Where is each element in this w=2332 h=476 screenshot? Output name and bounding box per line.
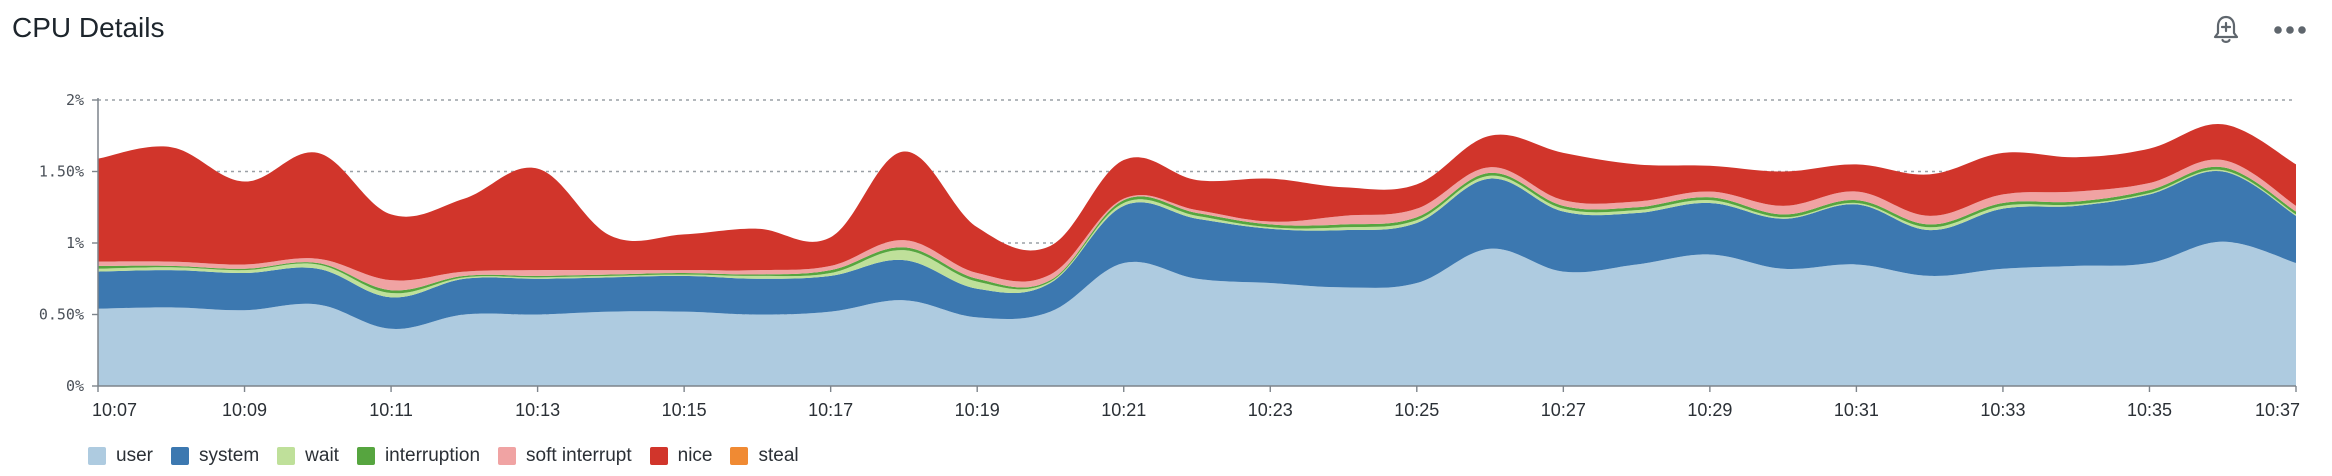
y-tick-label: 2% bbox=[66, 91, 84, 109]
legend-swatch bbox=[730, 447, 749, 465]
legend-swatch bbox=[88, 447, 106, 465]
panel-header: CPU Details bbox=[0, 0, 2332, 60]
x-tick-label: 10:37 bbox=[2255, 400, 2300, 420]
x-axis-ticks: 10:07 10:09 10:11 10:13 10:15 10:17 10:19 10:21… bbox=[92, 386, 2300, 420]
x-tick-label: 10:27 bbox=[1541, 400, 1586, 420]
y-tick-label: 0% bbox=[66, 377, 84, 395]
more-options-icon[interactable] bbox=[2272, 12, 2308, 48]
y-tick-label: 0.50% bbox=[39, 306, 84, 324]
legend-label: wait bbox=[305, 445, 339, 466]
legend-label: soft interrupt bbox=[526, 445, 632, 466]
legend-label: nice bbox=[677, 445, 713, 466]
legend-swatch bbox=[498, 447, 517, 465]
legend-swatch bbox=[170, 447, 189, 465]
x-tick-label: 10:19 bbox=[955, 400, 1000, 420]
legend-item-interruption[interactable]: interruption bbox=[356, 445, 481, 467]
area-nice[interactable] bbox=[98, 124, 2296, 282]
area-system[interactable] bbox=[98, 171, 2296, 329]
area-user[interactable] bbox=[98, 241, 2296, 386]
x-tick-label: 10:09 bbox=[222, 400, 267, 420]
legend-item-nice[interactable]: nice bbox=[649, 445, 713, 467]
chart-legend: user system wait interruption soft interrupt… bbox=[88, 443, 817, 469]
x-tick-label: 10:33 bbox=[1980, 400, 2025, 420]
legend-label: system bbox=[198, 445, 260, 466]
area-series bbox=[98, 124, 2296, 386]
legend-swatch bbox=[649, 447, 668, 465]
cpu-details-chart: 0%0.50%1%1.50%2% 10:07 10:09 10:11 10:13 10:… bbox=[39, 91, 2300, 420]
y-axis-ticks: 0% 0.50% 1% 1.50% 2% bbox=[39, 91, 98, 395]
x-tick-label: 10:31 bbox=[1834, 400, 1879, 420]
x-tick-label: 10:25 bbox=[1394, 400, 1439, 420]
legend-label: user bbox=[116, 445, 153, 466]
x-tick-label: 10:29 bbox=[1687, 400, 1732, 420]
legend-item-user[interactable]: user bbox=[88, 445, 153, 467]
legend-swatch bbox=[277, 447, 296, 465]
legend-item-steal[interactable]: steal bbox=[730, 445, 799, 467]
y-tick-label: 1% bbox=[66, 234, 84, 252]
axes bbox=[97, 98, 2296, 387]
page-title: CPU Details bbox=[12, 12, 165, 43]
x-tick-label: 10:13 bbox=[515, 400, 560, 420]
legend-label: interruption bbox=[384, 445, 481, 466]
x-tick-label: 10:15 bbox=[662, 400, 707, 420]
add-alert-icon[interactable] bbox=[2208, 12, 2244, 48]
y-tick-label: 1.50% bbox=[39, 163, 84, 181]
legend-item-system[interactable]: system bbox=[170, 445, 260, 467]
legend-item-soft-interrupt[interactable]: soft interrupt bbox=[498, 445, 632, 467]
legend-label: steal bbox=[758, 445, 799, 466]
x-tick-label: 10:11 bbox=[369, 400, 413, 420]
x-tick-label: 10:35 bbox=[2127, 400, 2172, 420]
legend-swatch bbox=[356, 447, 375, 465]
x-tick-label: 10:17 bbox=[808, 400, 853, 420]
x-tick-label: 10:23 bbox=[1248, 400, 1293, 420]
legend-item-wait[interactable]: wait bbox=[277, 445, 339, 467]
x-tick-label: 10:21 bbox=[1101, 400, 1146, 420]
x-tick-label: 10:07 bbox=[92, 400, 137, 420]
